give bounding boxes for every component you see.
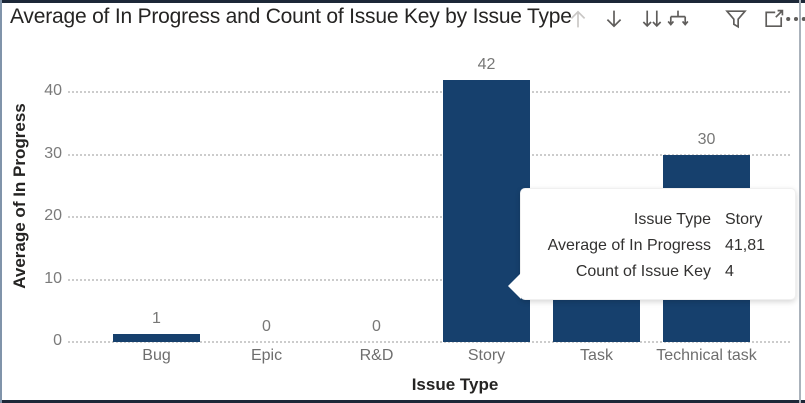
x-category-story[interactable]: Story: [467, 347, 506, 364]
y-tick-10: 10: [44, 269, 62, 287]
data-label-technical-task: 30: [697, 130, 716, 148]
visual-border-left: [0, 0, 2, 403]
tooltip-label: Count of Issue Key: [575, 263, 711, 280]
data-label-bug: 1: [152, 310, 161, 327]
tooltip-label: Issue Type: [633, 211, 711, 228]
data-label-story: 42: [477, 55, 496, 73]
x-axis-title: Issue Type: [411, 375, 499, 394]
data-label-r&d: 0: [372, 318, 381, 335]
tooltip-value: 41,81: [725, 237, 766, 254]
gridline-40: [68, 91, 790, 93]
tooltip-label: Average of In Progress: [547, 237, 711, 254]
tooltip-row: Count of Issue Key 4: [533, 259, 785, 285]
data-label-epic: 0: [262, 318, 271, 335]
visual-border-bottom: [0, 400, 805, 403]
tooltip-value: Story: [725, 211, 763, 228]
y-axis-title: Average of In Progress: [10, 103, 29, 289]
tooltip-row: Average of In Progress 41,81: [533, 233, 785, 259]
gridline-10: [68, 278, 790, 281]
filter-icon[interactable]: [724, 7, 748, 31]
gridline-20: [68, 216, 790, 218]
focus-mode-icon[interactable]: [762, 7, 786, 31]
y-tick-40: 40: [44, 82, 62, 99]
x-category-epic[interactable]: Epic: [250, 347, 283, 364]
x-category-technical-task[interactable]: Technical task: [656, 347, 757, 364]
tooltip-row: Issue Type Story: [533, 207, 785, 233]
gridline-30: [68, 153, 790, 156]
visual-title: Average of In Progress and Count of Issu…: [10, 5, 572, 28]
chart-tooltip: Issue Type Story Average of In Progress …: [508, 188, 796, 300]
drill-down-icon[interactable]: [602, 7, 626, 31]
x-category-task[interactable]: Task: [580, 347, 613, 364]
x-category-bug[interactable]: Bug: [142, 347, 171, 364]
bar-task[interactable]: [553, 296, 640, 342]
gridline-0: [68, 341, 790, 343]
y-tick-30: 30: [44, 144, 62, 162]
bar-bug[interactable]: [113, 334, 200, 342]
drill-up-icon[interactable]: [566, 7, 590, 31]
go-to-next-level-icon[interactable]: [640, 7, 664, 31]
visual-border-right: [799, 0, 801, 403]
tooltip-value: 4: [725, 263, 734, 280]
more-options-icon[interactable]: [784, 7, 805, 31]
x-category-r&d[interactable]: R&D: [359, 347, 394, 364]
visual-border-top: [0, 0, 805, 3]
bar-story[interactable]: [443, 79, 530, 342]
y-tick-20: 20: [44, 207, 62, 224]
expand-all-icon[interactable]: [666, 7, 690, 31]
y-tick-0: 0: [53, 332, 62, 349]
